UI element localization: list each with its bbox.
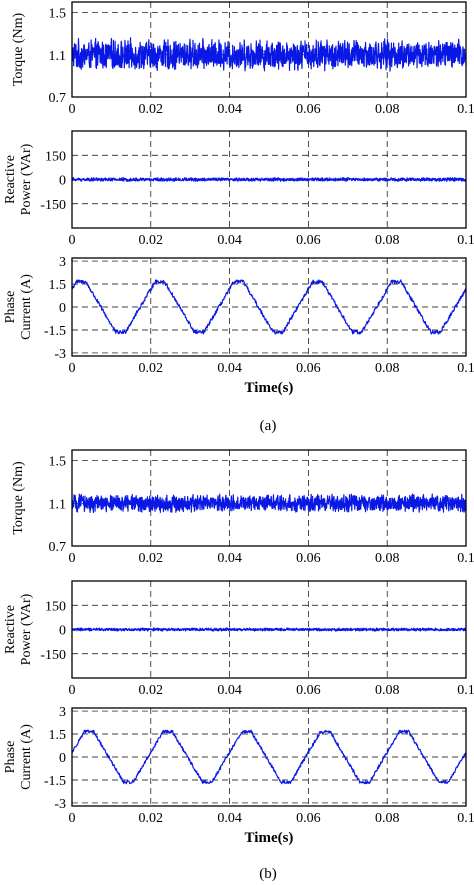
x-tick-label: 0.02: [139, 361, 164, 376]
x-tick-label: 0.1: [457, 811, 474, 826]
signal-trace: [71, 279, 467, 335]
x-tick-label: 0.04: [217, 102, 242, 117]
y-tick-label: -1.5: [44, 324, 66, 339]
x-tick-label: 0.08: [375, 551, 400, 566]
y-tick-label: -1.5: [44, 774, 66, 789]
x-tick-label: 0.08: [375, 361, 400, 376]
x-tick-label: 0: [69, 551, 76, 566]
y-axis-label-line: Power (VAr): [19, 143, 34, 215]
plot-frame: [71, 580, 467, 679]
y-axis-label-line: Reactive: [3, 155, 18, 204]
y-tick-label: 3: [59, 255, 66, 270]
x-tick-label: 0.08: [375, 683, 400, 698]
x-tick-label: 0.1: [457, 102, 474, 117]
signal-trace: [71, 37, 467, 72]
y-axis-label-line: Torque (Nm): [11, 461, 26, 535]
x-tick-label: 0.1: [457, 683, 474, 698]
signal-trace: [71, 627, 467, 632]
plot-frame: [71, 449, 467, 547]
plot-4: 0 0.02 0.04 0.06 0.08 0.1 1.5 1.1 0.7 Torque (Nm): [11, 449, 474, 566]
plot-frame: [71, 1, 467, 98]
y-axis-label: Phase Current (A): [3, 724, 34, 790]
y-axis-label-line: Phase: [3, 741, 18, 774]
x-tick-label: 0: [69, 683, 76, 698]
y-axis-label-line: Phase: [3, 291, 18, 324]
x-tick-label: 0.04: [217, 551, 242, 566]
y-tick-label: 0: [59, 174, 66, 189]
y-tick-label: -150: [40, 648, 66, 663]
x-tick-label: 0.08: [375, 233, 400, 248]
signal-trace: [71, 493, 467, 514]
x-tick-label: 0.1: [457, 233, 474, 248]
y-tick-label: 0.7: [49, 91, 67, 106]
y-axis-label: Torque (Nm): [11, 461, 26, 535]
signal-trace: [71, 729, 467, 785]
plot-3: 0 0.02 0.04 0.06 0.08 0.1 3 1.5 0 -1.5 -3 Phase Curr…: [3, 255, 474, 396]
y-tick-label: 150: [45, 599, 66, 614]
y-axis-label: Torque (Nm): [11, 13, 26, 87]
x-tick-label: 0.02: [139, 102, 164, 117]
x-tick-label: 0.02: [139, 683, 164, 698]
y-tick-label: 1.1: [49, 497, 67, 512]
y-tick-label: -3: [54, 347, 66, 362]
y-tick-label: 0: [59, 301, 66, 316]
y-tick-label: 1.5: [49, 278, 67, 293]
plot-6: 0 0.02 0.04 0.06 0.08 0.1 3 1.5 0 -1.5 -3 Phase Curr…: [3, 705, 474, 846]
x-tick-label: 0.04: [217, 233, 242, 248]
y-tick-label: 0: [59, 751, 66, 766]
y-axis-label: Reactive Power (VAr): [3, 593, 34, 665]
signal-trace: [71, 177, 467, 182]
y-tick-label: 3: [59, 705, 66, 720]
y-tick-label: 0.7: [49, 540, 67, 555]
y-tick-label: -3: [54, 797, 66, 812]
plot-1: 0 0.02 0.04 0.06 0.08 0.1 1.5 1.1 0.7 Torque (Nm): [11, 1, 474, 117]
caption-b: (b): [259, 866, 277, 882]
y-axis-label-line: Reactive: [3, 605, 18, 654]
x-tick-label: 0.02: [139, 551, 164, 566]
x-tick-label: 0.06: [296, 102, 321, 117]
x-tick-label: 0.04: [217, 361, 242, 376]
x-tick-label: 0: [69, 102, 76, 117]
y-tick-label: 1.1: [49, 49, 67, 64]
x-tick-label: 0.06: [296, 811, 321, 826]
y-tick-label: 1.5: [49, 455, 67, 470]
y-axis-label: Phase Current (A): [3, 274, 34, 340]
x-tick-label: 0.02: [139, 233, 164, 248]
x-axis-label: Time(s): [245, 830, 294, 846]
x-tick-label: 0.06: [296, 551, 321, 566]
y-tick-label: 1.5: [49, 728, 67, 743]
plots: 0 0.02 0.04 0.06 0.08 0.1 1.5 1.1 0.7 Torque (Nm)…: [3, 1, 474, 846]
x-tick-label: 0.1: [457, 551, 474, 566]
x-tick-label: 0.06: [296, 683, 321, 698]
plot-frame: [71, 257, 467, 357]
y-axis-label-line: Current (A): [19, 274, 34, 340]
caption-a: (a): [260, 418, 277, 434]
plot-frame: [71, 130, 467, 229]
y-axis-label-line: Torque (Nm): [11, 13, 26, 87]
x-tick-label: 0.02: [139, 811, 164, 826]
y-tick-label: 0: [59, 624, 66, 639]
x-tick-label: 0.1: [457, 361, 474, 376]
x-tick-label: 0: [69, 361, 76, 376]
plot-5: 0 0.02 0.04 0.06 0.08 0.1 150 0 -150 Reactive Powe…: [3, 580, 474, 698]
x-tick-label: 0.06: [296, 361, 321, 376]
x-tick-label: 0.04: [217, 811, 242, 826]
x-tick-label: 0.08: [375, 811, 400, 826]
x-tick-label: 0.04: [217, 683, 242, 698]
plot-2: 0 0.02 0.04 0.06 0.08 0.1 150 0 -150 Reactive Powe…: [3, 130, 474, 248]
y-axis-label: Reactive Power (VAr): [3, 143, 34, 215]
x-tick-label: 0: [69, 233, 76, 248]
x-tick-label: 0: [69, 811, 76, 826]
y-tick-label: 150: [45, 149, 66, 164]
x-tick-label: 0.08: [375, 102, 400, 117]
plot-frame: [71, 707, 467, 807]
x-axis-label: Time(s): [245, 380, 294, 396]
x-tick-label: 0.06: [296, 233, 321, 248]
y-axis-label-line: Current (A): [19, 724, 34, 790]
y-tick-label: -150: [40, 198, 66, 213]
y-tick-label: 1.5: [49, 7, 67, 22]
y-axis-label-line: Power (VAr): [19, 593, 34, 665]
